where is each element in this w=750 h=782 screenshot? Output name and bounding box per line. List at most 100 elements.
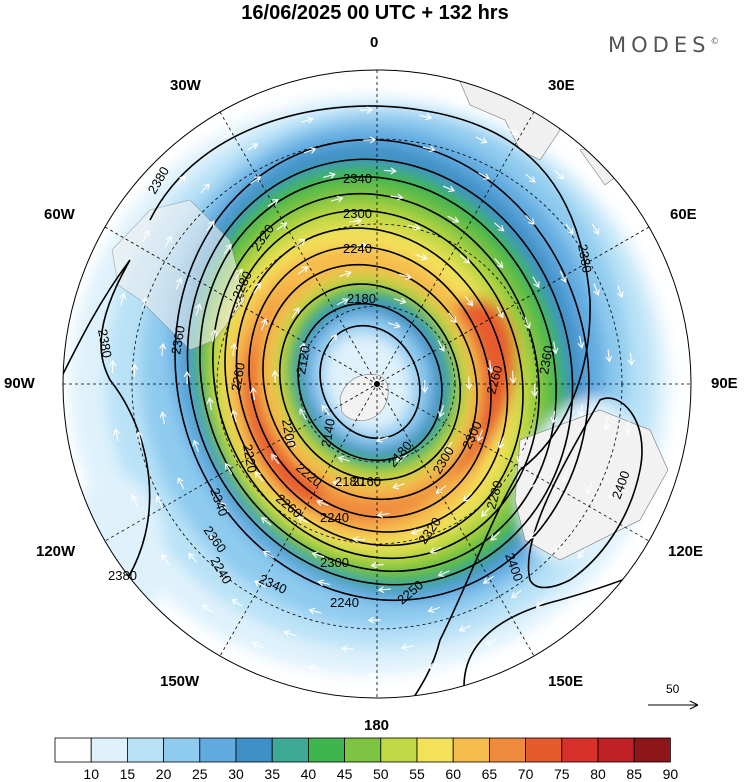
wind-arrow: [464, 295, 474, 307]
colorbar-swatch: [488, 737, 526, 763]
wind-arrow: [437, 340, 445, 352]
wind-arrow: [220, 501, 229, 513]
wind-arrow: [367, 616, 381, 624]
wind-arrow: [136, 431, 143, 445]
contour-label: 2300: [320, 555, 349, 570]
wind-arrow: [410, 528, 424, 536]
wind-arrow: [308, 664, 321, 672]
contour-label: 2260: [483, 364, 505, 396]
wind-arrow: [577, 547, 586, 559]
colorbar-tick-label: 45: [337, 766, 353, 782]
wind-arrow: [337, 455, 351, 463]
lon-label-150e: 150E: [548, 673, 584, 690]
colorbar-swatch: [90, 737, 128, 763]
wind-arrow: [448, 312, 457, 324]
lon-label-120w: 120W: [36, 543, 76, 560]
lon-label-30w: 30W: [170, 77, 201, 94]
lon-label-0: 0: [370, 34, 379, 51]
wind-arrow: [209, 535, 219, 546]
wind-arrow: [561, 470, 569, 483]
contour-label: 2360: [536, 344, 556, 375]
wind-arrow: [336, 298, 349, 306]
wind-arrow: [352, 535, 366, 543]
wind-arrow: [444, 441, 453, 453]
colorbar-swatch: [307, 737, 345, 763]
wind-arrow: [577, 335, 585, 349]
wind-arrow: [159, 411, 167, 425]
wind-arrow: [393, 297, 407, 305]
wind-arrow: [230, 409, 238, 423]
wind-arrow: [524, 316, 531, 330]
lon-label-60w: 60W: [44, 206, 75, 223]
south-pole-marker: [374, 381, 380, 387]
wind-arrow: [427, 663, 441, 670]
wind-arrow: [332, 83, 346, 91]
wind-arrow: [253, 282, 261, 294]
wind-arrow: [478, 172, 490, 180]
colorbar-swatch: [127, 737, 165, 763]
wind-arrow: [271, 370, 279, 384]
wind-arrow: [308, 607, 322, 615]
wind-arrow: [296, 516, 309, 524]
wind-arrow: [421, 380, 429, 394]
contour-label: 2340: [343, 171, 372, 186]
wind-arrow: [525, 173, 536, 183]
wind-arrow: [195, 303, 202, 316]
wind-arrow: [422, 145, 436, 153]
colorbar-tick-label: 55: [409, 766, 425, 782]
wind-arrow: [419, 113, 433, 121]
wind-arrow: [113, 428, 120, 442]
colorbar-swatch: [54, 737, 92, 763]
wind-arrow: [311, 551, 325, 558]
wind-arrow: [274, 100, 288, 107]
wind-arrow: [529, 529, 538, 540]
wind-arrow: [377, 586, 391, 594]
wind-arrow: [359, 106, 374, 114]
wind-arrow: [506, 127, 519, 135]
wind-arrow: [131, 494, 138, 507]
wind-arrow: [494, 222, 505, 232]
wind-arrow: [201, 604, 213, 613]
wind-arrow: [399, 273, 412, 280]
wind-arrow: [287, 436, 296, 448]
wind-arrow: [183, 370, 191, 384]
wind-arrow: [442, 185, 456, 193]
wind-arrow: [388, 321, 401, 329]
map-title: 16/06/2025 00 UTC + 132 hrs: [241, 2, 509, 24]
wind-arrow: [370, 561, 384, 569]
contour-label: 2380: [95, 328, 115, 359]
contour-label: 2180: [335, 474, 364, 489]
wind-arrow: [354, 241, 368, 249]
brand-text: MODES: [608, 33, 711, 57]
contour-label: 2220: [240, 443, 260, 474]
wind-arrow: [223, 243, 232, 255]
wind-arrow: [617, 285, 624, 299]
wind-arrow: [260, 517, 272, 526]
lon-label-120e: 120E: [668, 543, 704, 560]
wind-arrow: [177, 477, 185, 490]
colorbar-tick-label: 10: [83, 766, 99, 782]
wind-arrow: [206, 397, 214, 411]
wind-arrow: [497, 436, 505, 449]
wind-arrow: [339, 270, 352, 278]
lon-label-90e: 90E: [711, 375, 738, 392]
wind-arrow: [475, 136, 488, 144]
wind-arrow: [276, 222, 288, 231]
wind-arrow: [299, 408, 307, 420]
colorbar-swatch: [525, 737, 563, 763]
colorbar-tick-label: 65: [482, 766, 498, 782]
wind-arrow: [299, 342, 307, 356]
contour-label: 2380: [575, 243, 595, 274]
wind-arrow: [254, 580, 266, 588]
wind-arrow: [602, 417, 610, 431]
wind-arrow: [459, 254, 471, 264]
brand-logo: MODES©: [608, 33, 719, 57]
wind-arrow: [532, 276, 540, 288]
wind-arrow: [400, 643, 414, 651]
contour-label: 2160: [352, 474, 381, 489]
contour-label: 2240: [320, 510, 349, 525]
wind-arrow: [607, 487, 615, 500]
wind-arrow: [593, 283, 600, 296]
wind-arrow: [551, 341, 559, 355]
